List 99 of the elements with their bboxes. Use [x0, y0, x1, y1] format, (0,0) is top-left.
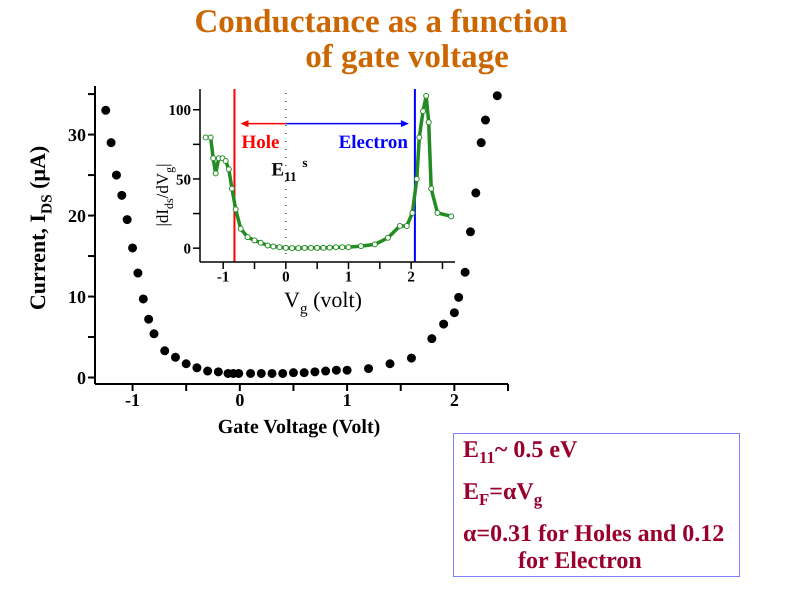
- point: [386, 359, 394, 368]
- point: [278, 368, 288, 378]
- point: [420, 108, 426, 114]
- chart-title: Conductance as a function of gate voltage: [194, 4, 568, 75]
- x-tick-label: 1: [344, 270, 352, 286]
- point: [492, 91, 502, 100]
- point: [264, 242, 271, 249]
- point: [439, 320, 448, 329]
- point: [406, 354, 416, 363]
- point: [203, 366, 212, 376]
- y-tick-label: 0: [184, 241, 191, 258]
- point: [117, 190, 126, 200]
- point: [208, 134, 214, 140]
- point: [302, 244, 308, 251]
- point: [314, 244, 320, 251]
- y-tick-label: 100: [168, 103, 191, 120]
- point: [364, 364, 374, 374]
- point: [238, 226, 244, 232]
- point: [246, 368, 256, 378]
- point: [122, 215, 132, 224]
- point: [214, 367, 223, 376]
- point: [268, 368, 276, 378]
- point: [182, 359, 191, 368]
- point: [423, 92, 430, 99]
- point: [428, 186, 434, 192]
- point: [138, 294, 148, 304]
- point: [404, 223, 410, 230]
- point: [210, 155, 216, 162]
- point: [228, 186, 235, 192]
- point: [466, 227, 475, 236]
- x-tick-label: -1: [125, 390, 140, 410]
- point: [434, 210, 440, 216]
- point: [426, 119, 432, 126]
- y-tick-label: 0: [77, 368, 86, 388]
- point: [396, 223, 403, 230]
- point: [252, 237, 258, 244]
- text: α=0.31 for Holes and 0.12 for Electron: [463, 521, 726, 575]
- point: [276, 244, 283, 250]
- point: [295, 245, 302, 252]
- y-tick-label: 30: [68, 124, 86, 145]
- point: [192, 363, 202, 372]
- point: [112, 170, 121, 180]
- point: [106, 138, 116, 148]
- y-tick-label: 20: [68, 206, 86, 226]
- point: [270, 244, 276, 250]
- text: E$_{F}$=αV$_{g}$: [463, 479, 544, 509]
- point: [232, 206, 239, 212]
- x-tick-label: 0: [235, 390, 244, 410]
- x-tick-label: -1: [216, 270, 230, 286]
- text: E$_{11}$~ 0.5 eV: [463, 437, 578, 467]
- point: [409, 210, 416, 216]
- y-tick-label: 50: [176, 172, 191, 188]
- point: [476, 138, 486, 148]
- x-tick-label: 1: [342, 390, 352, 410]
- point: [332, 366, 341, 375]
- ref-line-label: Electron: [338, 132, 408, 153]
- point: [450, 308, 459, 318]
- point: [427, 334, 436, 344]
- point: [358, 243, 364, 250]
- point: [170, 352, 180, 362]
- point: [144, 314, 154, 324]
- point: [326, 244, 333, 251]
- x-axis-title: Gate Voltage (Volt): [218, 416, 380, 438]
- point: [320, 244, 326, 251]
- x-axis-title: V$_{g}$ (volt): [284, 287, 362, 318]
- point: [160, 346, 170, 356]
- y-tick-label: 10: [68, 286, 86, 307]
- point: [133, 268, 142, 278]
- point: [226, 166, 232, 172]
- point: [339, 244, 346, 250]
- x-tick-label: 2: [407, 270, 415, 286]
- point: [480, 116, 490, 125]
- point: [471, 188, 480, 198]
- point: [282, 244, 289, 251]
- x-tick-label: 0: [282, 270, 290, 286]
- point: [321, 366, 330, 376]
- point: [300, 368, 309, 378]
- point: [416, 134, 422, 140]
- point: [150, 329, 158, 338]
- point: [332, 244, 339, 250]
- point: [258, 240, 264, 246]
- point: [342, 366, 352, 375]
- point: [128, 243, 138, 252]
- point: [384, 234, 391, 241]
- point: [310, 367, 320, 376]
- point: [414, 176, 420, 182]
- point: [372, 241, 378, 248]
- x-tick-label: 2: [450, 390, 459, 410]
- point: [244, 234, 251, 240]
- point: [288, 368, 298, 378]
- point: [460, 268, 470, 277]
- point: [222, 158, 229, 164]
- point: [256, 368, 266, 378]
- point: [448, 213, 454, 220]
- ref-line-label: Hole: [241, 132, 280, 153]
- point: [101, 106, 110, 115]
- point: [308, 244, 314, 251]
- point: [289, 245, 296, 252]
- point: [454, 292, 464, 302]
